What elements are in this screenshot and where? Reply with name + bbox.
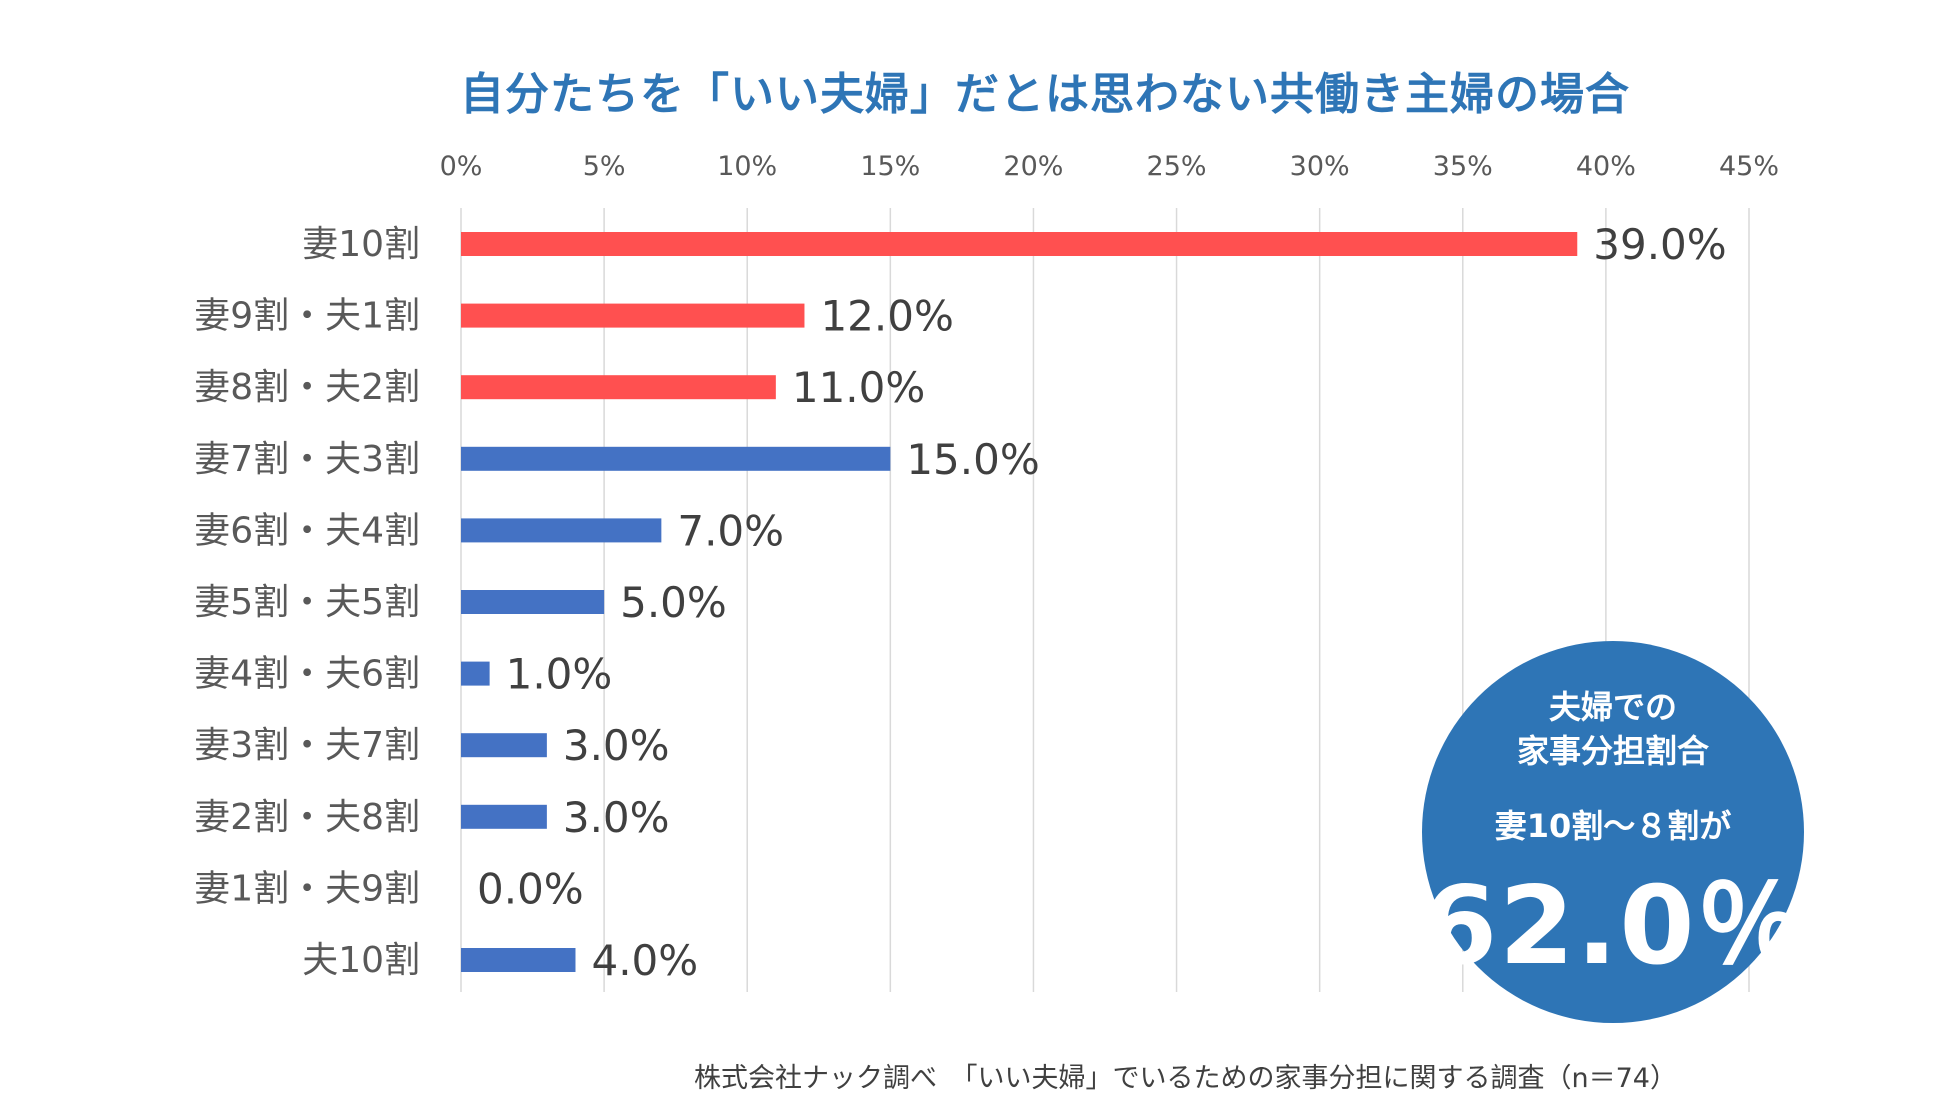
x-tick-label: 35%: [1433, 151, 1493, 182]
x-tick-label: 25%: [1147, 151, 1207, 182]
x-tick-label: 5%: [583, 151, 626, 182]
chart-title: 自分たちを「いい夫婦」だとは思わない共働き主婦の場合: [460, 69, 1630, 120]
data-label: 5.0%: [620, 578, 727, 627]
bar: [461, 446, 891, 471]
category-label: 夫10割: [302, 940, 420, 981]
bars: [461, 232, 1578, 972]
bar: [461, 303, 805, 328]
category-label: 妻2割・夫8割: [194, 797, 420, 838]
data-label: 15.0%: [906, 435, 1039, 484]
summary-circle: 夫婦での 家事分担割合 妻10割～８割が 62.0％: [1422, 641, 1804, 1023]
source-footnote: 株式会社ナック調べ 「いい夫婦」でいるための家事分担に関する調査（n＝74）: [694, 1063, 1677, 1094]
data-label: 7.0%: [677, 506, 784, 555]
x-tick-label: 30%: [1290, 151, 1350, 182]
category-label: 妻9割・夫1割: [194, 296, 420, 337]
category-label: 妻1割・夫9割: [194, 868, 420, 909]
x-tick-label: 15%: [860, 151, 920, 182]
bar: [461, 375, 776, 400]
category-label: 妻8割・夫2割: [194, 367, 420, 408]
category-label: 妻7割・夫3割: [194, 439, 420, 480]
data-label: 3.0%: [563, 793, 670, 842]
x-axis-ticks: 0% 5% 10% 15% 20% 25% 30% 35% 40% 45%: [440, 151, 1779, 182]
x-tick-label: 45%: [1719, 151, 1779, 182]
bar: [461, 948, 576, 972]
data-label: 0.0%: [477, 864, 584, 913]
data-labels: 39.0% 12.0% 11.0% 15.0% 7.0% 5.0%1.0% 3.0% 3.0%…: [477, 220, 1727, 985]
x-tick-label: 10%: [717, 151, 777, 182]
x-tick-label: 40%: [1576, 151, 1636, 182]
data-label: 3.0%: [563, 721, 670, 770]
bar: [461, 232, 1578, 256]
data-label: 1.0%: [506, 650, 613, 699]
category-label: 妻6割・夫4割: [194, 510, 420, 551]
x-tick-label: 0%: [440, 151, 483, 182]
summary-value: 62.0％: [1422, 864, 1807, 989]
data-label: 4.0%: [591, 936, 698, 985]
data-label: 11.0%: [792, 363, 925, 412]
category-labels: 妻10割妻9割・夫1割妻8割・夫2割妻7割・夫3割妻6割・夫4割妻5割・夫5割妻…: [194, 224, 420, 981]
category-label: 妻4割・夫6割: [194, 654, 420, 695]
summary-heading: 夫婦での 家事分担割合: [1516, 688, 1709, 770]
summary-subheading: 妻10割～８割が: [1494, 807, 1732, 845]
bar: [461, 733, 547, 758]
x-tick-label: 20%: [1003, 151, 1063, 182]
bar: [461, 661, 490, 686]
category-label: 妻10割: [302, 224, 420, 265]
bar: [461, 518, 662, 543]
data-label: 39.0%: [1593, 220, 1726, 269]
category-label: 妻3割・夫7割: [194, 725, 420, 766]
category-label: 妻5割・夫5割: [194, 582, 420, 623]
data-label: 12.0%: [820, 292, 953, 341]
bar: [461, 804, 547, 829]
bar: [461, 590, 605, 614]
